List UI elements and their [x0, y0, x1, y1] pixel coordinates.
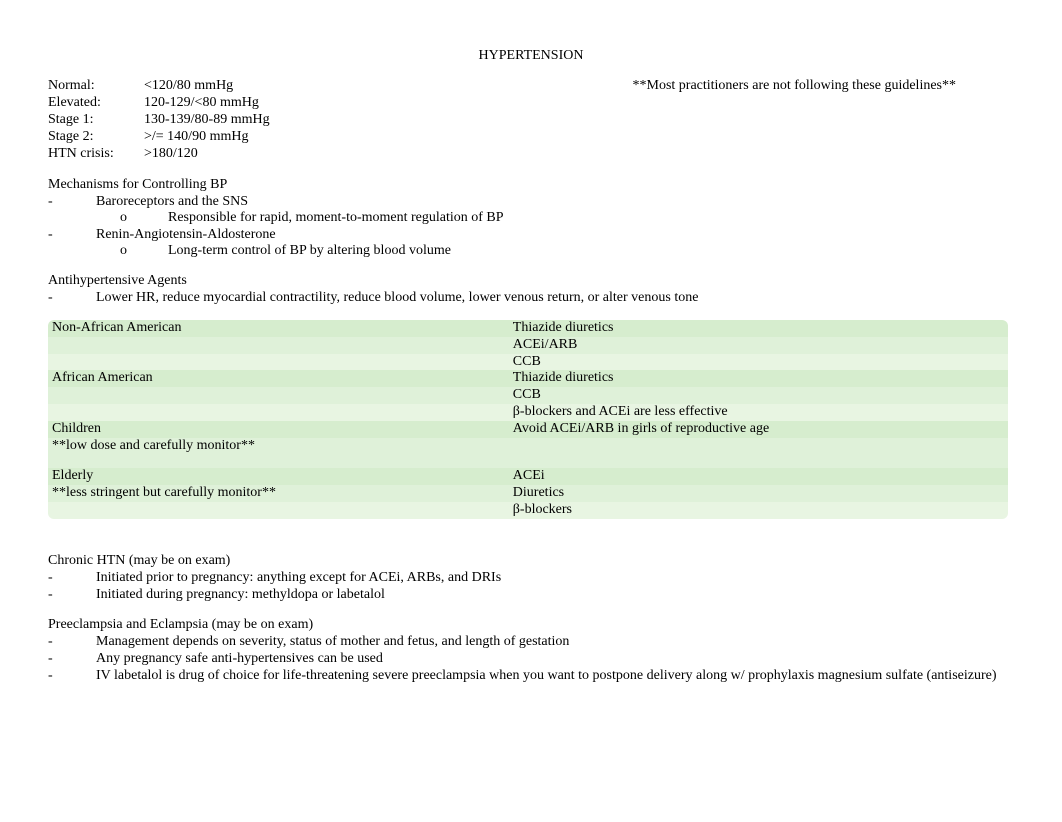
bp-value: <120/80 mmHg	[144, 78, 270, 95]
population-cell	[48, 387, 509, 404]
drug-selection-table: Non-African AmericanThiazide diuretics A…	[48, 320, 1008, 519]
list-item-text: Initiated during pregnancy: methyldopa o…	[96, 587, 385, 602]
list-item: Initiated prior to pregnancy: anything e…	[72, 570, 1014, 586]
list-item-text: IV labetalol is drug of choice for life-…	[96, 668, 997, 683]
list-item: Lower HR, reduce myocardial contractilit…	[72, 290, 1014, 306]
table-row: HTN crisis:>180/120	[48, 146, 270, 163]
population-cell	[48, 337, 509, 354]
table-row	[48, 454, 1008, 468]
population-cell: Non-African American	[48, 320, 509, 337]
bp-value: 130-139/80-89 mmHg	[144, 112, 270, 129]
population-cell: Children	[48, 421, 509, 438]
drug-cell: Avoid ACEi/ARB in girls of reproductive …	[509, 421, 1008, 438]
list-item-text: Management depends on severity, status o…	[96, 634, 569, 649]
drug-cell: Thiazide diuretics	[509, 370, 1008, 387]
agents-heading: Antihypertensive Agents	[48, 273, 1014, 289]
table-row: Stage 1:130-139/80-89 mmHg	[48, 112, 270, 129]
population-cell	[48, 404, 509, 421]
table-row: Normal:<120/80 mmHg	[48, 78, 270, 95]
preeclampsia-list: Management depends on severity, status o…	[72, 634, 1014, 684]
bp-label: Elevated:	[48, 95, 144, 112]
bp-label: HTN crisis:	[48, 146, 144, 163]
mechanisms-list: Baroreceptors and the SNS Responsible fo…	[72, 194, 1014, 259]
drug-cell: ACEi	[509, 468, 1008, 485]
drug-cell: Diuretics	[509, 485, 1008, 502]
table-row: β-blockers	[48, 502, 1008, 519]
list-item-text: Initiated prior to pregnancy: anything e…	[96, 570, 501, 585]
table-row: ACEi/ARB	[48, 337, 1008, 354]
page-title: HYPERTENSION	[48, 48, 1014, 64]
bp-label: Stage 2:	[48, 129, 144, 146]
bp-label: Stage 1:	[48, 112, 144, 129]
list-item-text: Renin-Angiotensin-Aldosterone	[96, 227, 276, 242]
list-item-text: Lower HR, reduce myocardial contractilit…	[96, 290, 698, 305]
bp-value: >180/120	[144, 146, 270, 163]
table-row: ChildrenAvoid ACEi/ARB in girls of repro…	[48, 421, 1008, 438]
bp-value: >/= 140/90 mmHg	[144, 129, 270, 146]
population-cell	[48, 502, 509, 519]
preeclampsia-heading: Preeclampsia and Eclampsia (may be on ex…	[48, 617, 1014, 633]
drug-cell: ACEi/ARB	[509, 337, 1008, 354]
chronic-list: Initiated prior to pregnancy: anything e…	[72, 570, 1014, 603]
table-row: ElderlyACEi	[48, 468, 1008, 485]
drug-cell: CCB	[509, 387, 1008, 404]
guidelines-note: **Most practitioners are not following t…	[633, 78, 1015, 94]
list-item: IV labetalol is drug of choice for life-…	[72, 668, 1014, 684]
population-cell: Elderly	[48, 468, 509, 485]
drug-cell: β-blockers and ACEi are less effective	[509, 404, 1008, 421]
list-item-text: Long-term control of BP by altering bloo…	[168, 243, 451, 258]
drug-cell: CCB	[509, 354, 1008, 371]
list-item-text: Responsible for rapid, moment-to-moment …	[168, 210, 504, 225]
bp-label: Normal:	[48, 78, 144, 95]
table-row: **low dose and carefully monitor**	[48, 438, 1008, 455]
chronic-heading: Chronic HTN (may be on exam)	[48, 553, 1014, 569]
list-item: Long-term control of BP by altering bloo…	[144, 243, 1014, 259]
list-item: Any pregnancy safe anti-hypertensives ca…	[72, 651, 1014, 667]
table-row: **less stringent but carefully monitor**…	[48, 485, 1008, 502]
agents-list: Lower HR, reduce myocardial contractilit…	[72, 290, 1014, 306]
table-row: Elevated:120-129/<80 mmHg	[48, 95, 270, 112]
list-item: Initiated during pregnancy: methyldopa o…	[72, 587, 1014, 603]
population-cell: **low dose and carefully monitor**	[48, 438, 509, 455]
top-row: Normal:<120/80 mmHg Elevated:120-129/<80…	[48, 78, 1014, 163]
population-cell	[48, 354, 509, 371]
bp-categories-table: Normal:<120/80 mmHg Elevated:120-129/<80…	[48, 78, 270, 163]
bp-value: 120-129/<80 mmHg	[144, 95, 270, 112]
list-item: Responsible for rapid, moment-to-moment …	[144, 210, 1014, 226]
table-row: Non-African AmericanThiazide diuretics	[48, 320, 1008, 337]
list-item: Baroreceptors and the SNS Responsible fo…	[72, 194, 1014, 226]
list-item-text: Baroreceptors and the SNS	[96, 194, 248, 209]
population-cell: African American	[48, 370, 509, 387]
mechanisms-heading: Mechanisms for Controlling BP	[48, 177, 1014, 193]
list-item-text: Any pregnancy safe anti-hypertensives ca…	[96, 651, 383, 666]
table-row: CCB	[48, 387, 1008, 404]
table-row: Stage 2:>/= 140/90 mmHg	[48, 129, 270, 146]
drug-cell: β-blockers	[509, 502, 1008, 519]
drug-cell	[509, 438, 1008, 455]
list-item: Renin-Angiotensin-Aldosterone Long-term …	[72, 227, 1014, 259]
drug-cell: Thiazide diuretics	[509, 320, 1008, 337]
table-row: β-blockers and ACEi are less effective	[48, 404, 1008, 421]
list-item: Management depends on severity, status o…	[72, 634, 1014, 650]
table-row: African AmericanThiazide diuretics	[48, 370, 1008, 387]
table-row: CCB	[48, 354, 1008, 371]
population-cell: **less stringent but carefully monitor**	[48, 485, 509, 502]
